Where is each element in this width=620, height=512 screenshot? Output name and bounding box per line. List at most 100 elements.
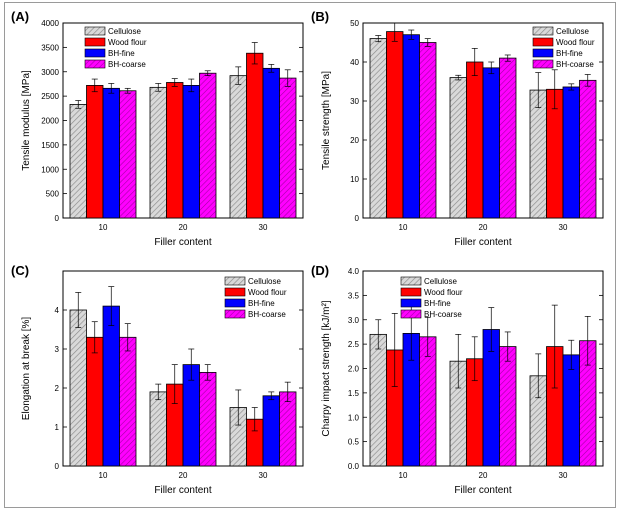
y-tick-label: 2500 [41,92,59,101]
x-tick-label: 30 [259,223,268,232]
bar-cellulose [69,309,87,467]
y-tick-label: 30 [350,97,359,106]
y-tick-label: 0 [355,214,360,223]
legend-label: BH-fine [248,299,275,308]
legend-label: Wood flour [108,38,147,47]
bar-cellulose [149,391,167,467]
bar-bh-fine [402,34,420,219]
legend-swatch [224,309,246,319]
bar-bh-coarse [279,77,297,219]
legend-label: Cellulose [556,27,589,36]
legend-swatch [224,298,246,308]
y-tick-label: 3 [55,345,60,354]
y-axis-label: Elongation at break [%] [21,317,32,421]
y-tick-label: 3.5 [348,291,360,300]
panel-label: (A) [11,9,29,24]
bar-bh-fine [562,86,580,219]
legend-label: Cellulose [424,277,457,286]
bar-cellulose [449,77,467,219]
y-tick-label: 20 [350,136,359,145]
bar-wood-flour [386,31,404,219]
y-tick-label: 1 [55,423,60,432]
bar-cellulose [69,104,87,219]
x-tick-label: 30 [559,223,568,232]
legend-label: Cellulose [248,277,281,286]
legend-swatch [400,287,422,297]
legend-swatch [84,48,106,58]
legend-label: BH-coarse [556,60,594,69]
chart-panel-3: (C) 0 1 2 3 4 10 20 30 Filler content Elongation a… [11,263,304,496]
legend-label: BH-coarse [424,310,462,319]
y-tick-label: 10 [350,175,359,184]
y-tick-label: 4 [55,306,60,315]
chart-panel-4: (D) 0.0 0.5 1.0 1.5 2.0 2.5 3.0 3.5 4.0 10 20 30 Fill… [311,263,604,496]
bar-bh-fine [262,67,280,219]
legend-swatch [84,26,106,36]
legend-swatch [400,298,422,308]
x-axis-label: Filler content [154,237,211,248]
bar-wood-flour [86,336,104,467]
legend-label: BH-fine [108,49,135,58]
y-tick-label: 2.5 [348,340,360,349]
bar-bh-coarse [119,336,137,467]
panel-label: (B) [311,9,329,24]
bar-cellulose [149,86,167,219]
x-axis-label: Filler content [454,485,511,496]
bar-bh-fine [102,87,120,219]
legend-swatch [532,37,554,47]
bar-bh-coarse [499,57,517,219]
bar-bh-coarse [199,371,217,467]
legend-label: BH-fine [556,49,583,58]
y-tick-label: 2 [55,384,60,393]
x-tick-label: 20 [479,471,488,480]
bar-bh-fine [262,395,280,467]
legend-swatch [224,287,246,297]
bar-cellulose [369,333,387,467]
bar-wood-flour [466,61,484,219]
y-tick-label: 50 [350,19,359,28]
bar-bh-coarse [499,346,517,467]
legend-swatch [400,309,422,319]
legend-swatch [532,26,554,36]
legend-label: BH-coarse [248,310,286,319]
legend-label: BH-coarse [108,60,146,69]
legend-label: Wood flour [424,288,463,297]
x-tick-label: 30 [559,471,568,480]
x-tick-label: 20 [179,223,188,232]
y-tick-label: 0.0 [348,462,360,471]
bar-wood-flour [246,52,264,219]
y-tick-label: 1000 [41,165,59,174]
bar-bh-fine [482,67,500,219]
legend-swatch [532,48,554,58]
chart-panel-2: (B) 0 10 20 30 40 50 10 20 30 Filler content Tensil… [311,9,604,248]
bar-bh-coarse [419,42,437,219]
bar-wood-flour [86,85,104,219]
y-tick-label: 500 [46,190,60,199]
bar-bh-fine [102,305,120,467]
bar-bh-coarse [119,90,137,219]
figure-frame: (A) 0 500 1000 1500 2000 2500 3000 3500 4000 10 20 3… [4,2,616,508]
legend-label: Wood flour [556,38,595,47]
x-tick-label: 10 [399,471,408,480]
legend-swatch [84,37,106,47]
bar-cellulose [369,38,387,219]
x-tick-label: 20 [479,223,488,232]
y-tick-label: 40 [350,58,359,67]
bar-bh-coarse [579,79,597,219]
y-tick-label: 1.0 [348,413,360,422]
panel-label: (C) [11,263,29,278]
y-tick-label: 0 [55,462,60,471]
bar-wood-flour [166,82,184,219]
x-tick-label: 30 [259,471,268,480]
legend-swatch [224,276,246,286]
bar-bh-fine [562,354,580,467]
bar-bh-fine [182,85,200,219]
y-tick-label: 2000 [41,117,59,126]
legend-label: Cellulose [108,27,141,36]
y-tick-label: 3.0 [348,316,360,325]
x-tick-label: 10 [99,223,108,232]
bar-bh-coarse [199,72,217,219]
chart-panel-1: (A) 0 500 1000 1500 2000 2500 3000 3500 4000 10 20 3… [11,9,304,248]
bar-bh-coarse [279,391,297,467]
